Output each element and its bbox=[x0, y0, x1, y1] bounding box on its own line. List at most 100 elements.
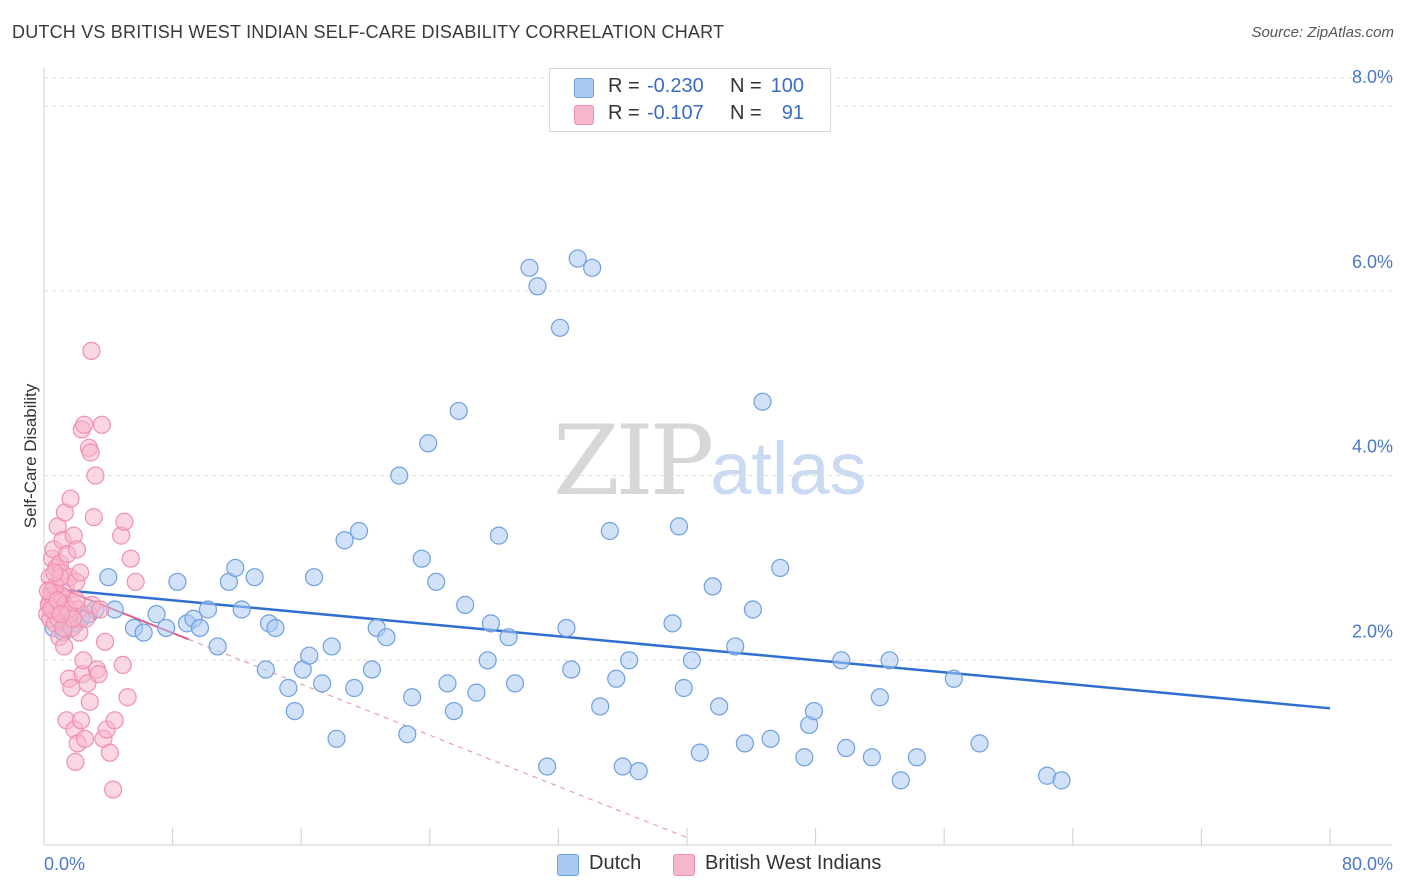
dutch-point bbox=[771, 558, 790, 578]
legend-swatch-bwi bbox=[574, 105, 594, 125]
dutch-point bbox=[157, 618, 176, 638]
legend-n-label: N = bbox=[730, 102, 762, 124]
dutch-point bbox=[478, 651, 497, 670]
dutch-point bbox=[362, 660, 382, 679]
legend-label-bwi: British West Indians bbox=[705, 852, 882, 874]
y-tick-label: 4.0% bbox=[1352, 437, 1393, 457]
dutch-point bbox=[907, 748, 926, 767]
bwi-point bbox=[113, 655, 132, 675]
bwi-point bbox=[67, 540, 87, 559]
dutch-point bbox=[377, 628, 396, 647]
dutch-point bbox=[335, 531, 354, 550]
x-tick-label: 0.0% bbox=[44, 854, 85, 874]
dutch-point bbox=[583, 258, 602, 277]
dutch-point bbox=[944, 669, 963, 688]
dutch-point bbox=[279, 678, 298, 698]
dutch-point bbox=[481, 614, 500, 633]
dutch-point bbox=[753, 392, 772, 411]
bwi-point bbox=[105, 711, 124, 730]
dutch-point bbox=[345, 678, 364, 698]
dutch-trend-line bbox=[43, 587, 1331, 710]
dutch-point bbox=[403, 688, 422, 707]
dutch-point bbox=[870, 688, 890, 707]
dutch-point bbox=[134, 623, 153, 642]
legend-row-bwi: R = -0.107 N = 91 bbox=[550, 100, 830, 128]
dutch-point bbox=[682, 651, 701, 670]
dutch-point bbox=[256, 660, 275, 679]
dutch-point bbox=[795, 748, 814, 767]
dutch-point bbox=[390, 466, 409, 485]
dutch-point bbox=[312, 674, 332, 693]
dutch-point bbox=[427, 572, 446, 591]
dutch-point bbox=[190, 618, 210, 638]
y-axis-title: Self-Care Disability bbox=[21, 383, 40, 528]
bwi-point bbox=[61, 489, 80, 508]
dutch-point bbox=[467, 683, 486, 702]
bwi-point bbox=[121, 549, 140, 568]
dutch-point bbox=[528, 277, 547, 296]
dutch-point bbox=[147, 605, 166, 624]
dutch-point bbox=[444, 701, 464, 721]
dutch-point bbox=[208, 637, 227, 656]
dutch-point bbox=[232, 600, 251, 619]
dutch-point bbox=[735, 734, 754, 753]
data-points bbox=[38, 249, 1071, 799]
dutch-point bbox=[837, 738, 856, 758]
dutch-point bbox=[419, 434, 438, 453]
dutch-point bbox=[832, 651, 851, 670]
source-label: Source: ZipAtlas.com bbox=[1251, 24, 1394, 41]
bwi-point bbox=[91, 600, 110, 619]
dutch-point bbox=[613, 757, 632, 776]
dutch-point bbox=[629, 762, 648, 781]
bwi-point bbox=[118, 688, 137, 707]
dutch-point bbox=[538, 757, 557, 776]
legend-n-value: 100 bbox=[770, 75, 804, 97]
dutch-point bbox=[322, 637, 341, 656]
bwi-point bbox=[100, 743, 120, 762]
dutch-point bbox=[304, 568, 324, 587]
dutch-point bbox=[499, 628, 518, 647]
dutch-point bbox=[562, 660, 581, 679]
dutch-point bbox=[600, 521, 619, 541]
dutch-point bbox=[743, 600, 763, 619]
bwi-point bbox=[95, 632, 115, 651]
dutch-point bbox=[449, 401, 468, 421]
bwi-point bbox=[71, 711, 91, 730]
dutch-point bbox=[620, 651, 639, 670]
legend-swatch-dutch bbox=[574, 78, 594, 98]
trend-lines bbox=[43, 580, 1331, 839]
bwi-point bbox=[62, 678, 81, 698]
legend-label-dutch: Dutch bbox=[589, 852, 642, 874]
bwi-point bbox=[75, 415, 94, 434]
bwi-point bbox=[45, 563, 64, 582]
bwi-point bbox=[75, 729, 95, 748]
dutch-point bbox=[891, 771, 910, 790]
watermark: ZIPatlas bbox=[553, 405, 867, 517]
bwi-point bbox=[80, 692, 99, 711]
dutch-point bbox=[663, 614, 682, 633]
legend-swatch-bwi bbox=[673, 854, 695, 876]
dutch-point bbox=[327, 729, 346, 748]
axes bbox=[43, 68, 1392, 846]
bwi-point bbox=[66, 752, 85, 771]
dutch-point bbox=[804, 701, 824, 721]
dutch-point bbox=[703, 577, 722, 596]
dutch-point bbox=[726, 637, 745, 656]
dutch-point bbox=[690, 743, 709, 762]
dutch-point bbox=[398, 725, 417, 744]
legend-n-label: N = bbox=[730, 75, 762, 97]
x-tick-label: 80.0% bbox=[1342, 854, 1393, 874]
dutch-point bbox=[880, 651, 899, 670]
bwi-point bbox=[81, 443, 100, 462]
bwi-point bbox=[86, 466, 105, 485]
legend-r-value: -0.230 bbox=[647, 75, 704, 97]
dutch-point bbox=[557, 618, 576, 638]
dutch-point bbox=[349, 521, 369, 541]
legend-n-value: 91 bbox=[781, 102, 804, 124]
bwi-point bbox=[51, 605, 70, 624]
gridlines bbox=[44, 77, 1392, 661]
dutch-point bbox=[505, 674, 525, 693]
dutch-point bbox=[489, 526, 509, 545]
dutch-point bbox=[607, 669, 626, 688]
